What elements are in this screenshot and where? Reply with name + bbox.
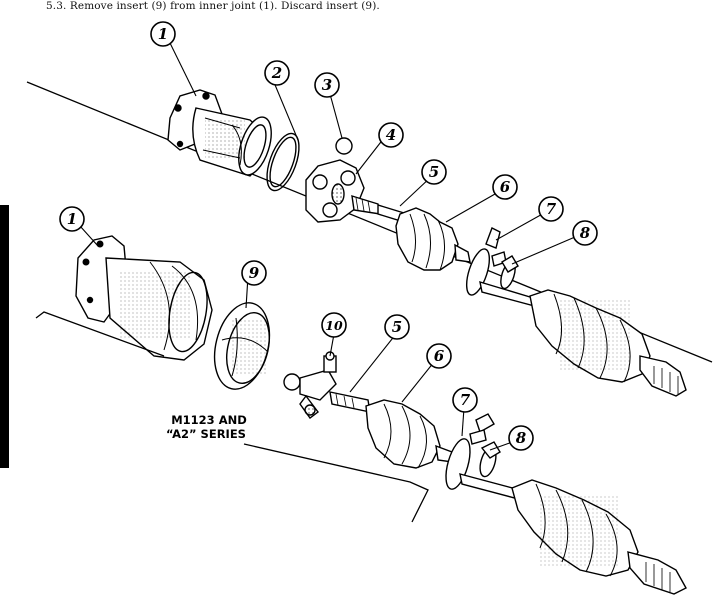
callout-10-lower: 10 bbox=[325, 318, 343, 333]
callout-3-upper: 3 bbox=[322, 76, 332, 94]
series-label-line2: “A2” SERIES bbox=[166, 427, 246, 441]
series-label-line1: M1123 AND bbox=[171, 413, 247, 427]
callout-5-lower: 5 bbox=[392, 318, 402, 336]
series-bracket bbox=[35, 311, 429, 523]
callout-9-lower: 9 bbox=[249, 264, 260, 282]
instruction-text: 5.3. Remove insert (9) from inner joint … bbox=[46, 0, 380, 12]
callout-2-upper: 2 bbox=[271, 64, 282, 82]
callout-6-lower: 6 bbox=[434, 347, 445, 365]
callout-7-lower: 7 bbox=[460, 391, 471, 409]
revision-bar bbox=[0, 205, 9, 468]
callout-8-upper: 8 bbox=[580, 224, 591, 242]
upper-shaft bbox=[351, 195, 405, 223]
lower-joint-housing bbox=[75, 235, 213, 361]
upper-joint-housing bbox=[167, 89, 272, 177]
callout-1-upper: 1 bbox=[158, 25, 168, 43]
lower-boot bbox=[365, 399, 453, 469]
callout-8-lower: 8 bbox=[516, 429, 527, 447]
lower-shaft bbox=[329, 391, 371, 413]
callout-1-lower: 1 bbox=[67, 210, 77, 228]
upper-boot bbox=[395, 207, 471, 271]
lower-outer-boot bbox=[511, 479, 687, 595]
lower-insert bbox=[213, 302, 271, 390]
callout-5-upper: 5 bbox=[429, 163, 439, 181]
callout-6-upper: 6 bbox=[500, 178, 511, 196]
upper-assembly bbox=[167, 89, 687, 397]
lower-clamp bbox=[445, 413, 495, 490]
series-label: M1123 AND “A2” SERIES bbox=[166, 413, 247, 441]
upper-clamp-small bbox=[500, 255, 519, 290]
callout-numbers: 1 2 3 4 5 6 7 8 1 9 10 5 6 7 8 bbox=[67, 25, 591, 447]
upper-ball bbox=[335, 137, 353, 155]
callout-circles bbox=[59, 21, 598, 451]
upper-snap-ring bbox=[266, 132, 300, 192]
callout-4-upper: 4 bbox=[386, 126, 396, 144]
lower-assembly bbox=[75, 235, 687, 595]
lower-spider bbox=[283, 351, 337, 419]
upper-outer-boot bbox=[529, 289, 687, 397]
upper-cage bbox=[305, 159, 365, 223]
callout-7-upper: 7 bbox=[546, 200, 557, 218]
